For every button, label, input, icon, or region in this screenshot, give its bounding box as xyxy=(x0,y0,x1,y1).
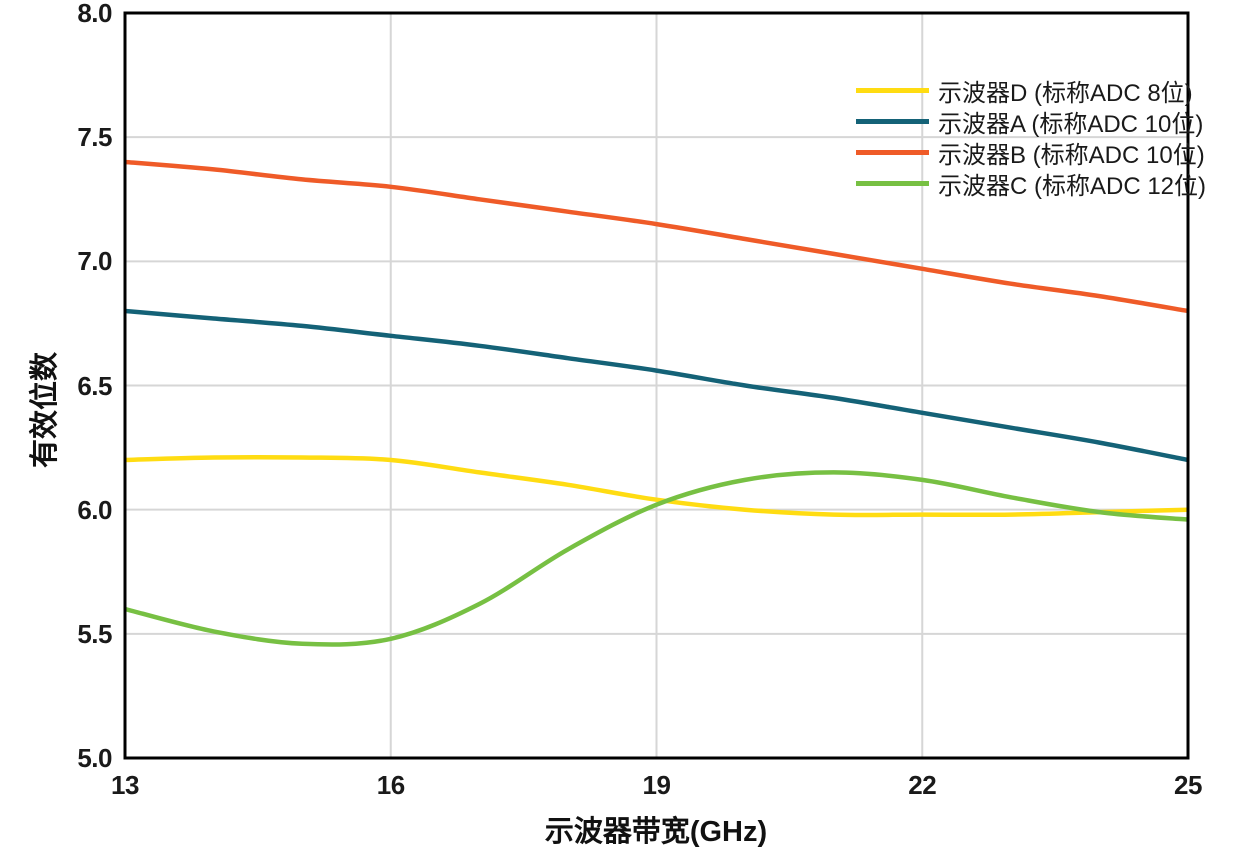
y-tick-label: 7.5 xyxy=(77,122,112,153)
axis-frame xyxy=(123,11,1190,760)
y-tick-label: 5.0 xyxy=(77,743,112,773)
x-tick-label: 22 xyxy=(908,770,937,800)
x-tick-label: 16 xyxy=(376,770,405,800)
legend-label: 示波器C (标称ADC 12位) xyxy=(938,173,1207,200)
x-tick-label: 19 xyxy=(642,770,671,800)
y-tick-label: 6.0 xyxy=(77,494,112,525)
x-tick-label: 13 xyxy=(111,770,139,800)
legend-item: 示波器D (标称ADC 8位) xyxy=(856,75,1206,107)
y-tick-label: 6.5 xyxy=(77,370,112,401)
x-tick-label: 25 xyxy=(1174,770,1202,800)
legend-label: 示波器D (标称ADC 8位) xyxy=(938,80,1193,107)
legend-item: 示波器C (标称ADC 12位) xyxy=(856,168,1207,200)
y-tick-label: 7.0 xyxy=(77,246,112,277)
legend-swatch-icon xyxy=(856,150,929,155)
legend-swatch-icon xyxy=(856,119,929,124)
legend-item: 示波器B (标称ADC 10位) xyxy=(856,137,1206,169)
series-line-3 xyxy=(124,470,1189,647)
legend-swatch-icon xyxy=(856,88,929,93)
legend-label: 示波器B (标称ADC 10位) xyxy=(938,142,1205,169)
series-line-0 xyxy=(124,454,1189,518)
legend-label: 示波器A (标称ADC 10位) xyxy=(938,111,1204,138)
series-line-2 xyxy=(124,159,1189,314)
legend-swatch-icon xyxy=(856,181,929,186)
legend-item: 示波器A (标称ADC 10位) xyxy=(856,106,1206,138)
x-axis-title: 示波器带宽(GHz) xyxy=(544,816,768,848)
series-line-1 xyxy=(124,308,1189,463)
y-tick-label: 8.0 xyxy=(77,0,112,28)
y-tick-label: 5.5 xyxy=(77,618,112,649)
legend: 示波器D (标称ADC 8位) 示波器A (标称ADC 10位) 示波器B (标称A… xyxy=(856,75,1207,200)
y-axis-title: 有效位数 xyxy=(29,351,61,469)
